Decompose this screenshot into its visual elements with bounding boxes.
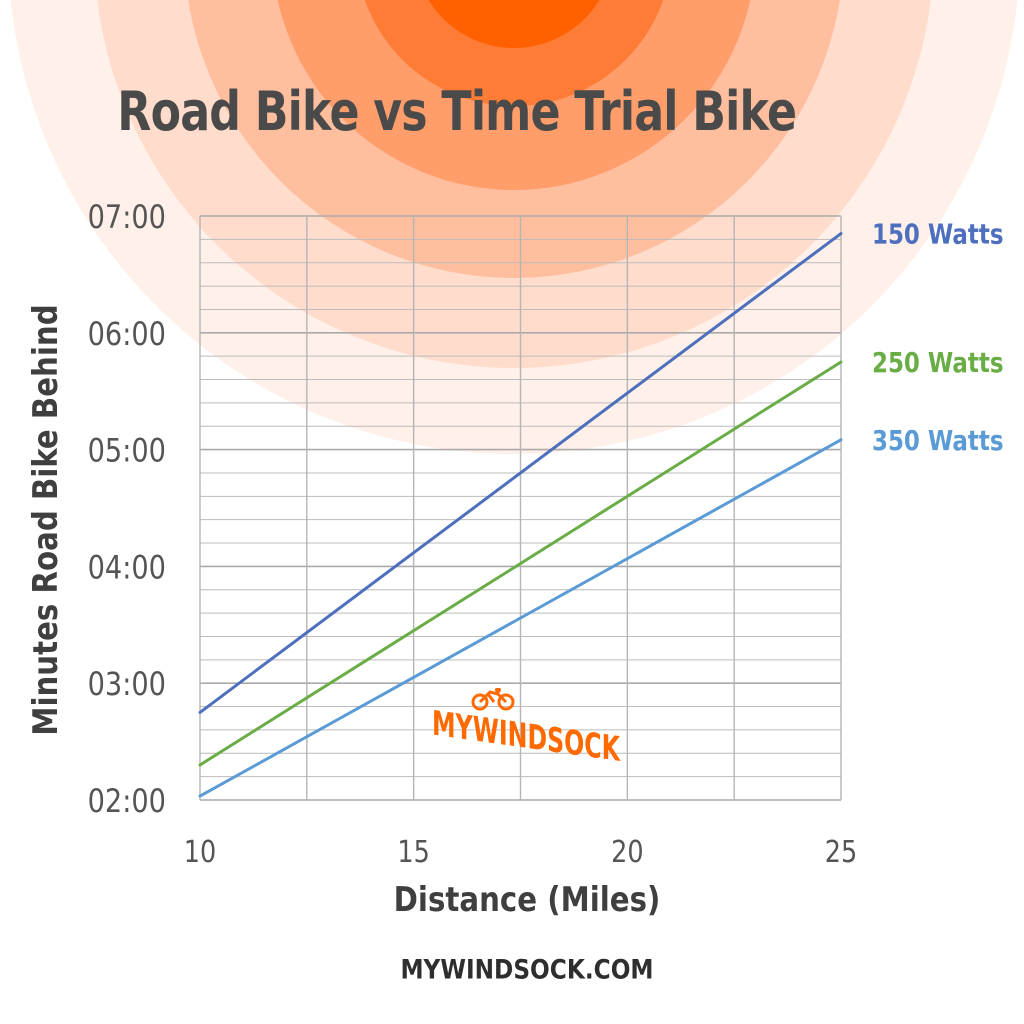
logo-wordmark: MYWINDSOCK — [432, 704, 621, 770]
y-tick-label: 07:00 — [88, 199, 166, 237]
x-tick-label: 20 — [611, 834, 643, 870]
major-gridlines — [199, 215, 842, 801]
footer-url: MYWINDSOCK.COM — [400, 954, 654, 986]
x-axis-label: Distance (Miles) — [393, 880, 661, 920]
series-line — [198, 232, 843, 714]
series-line — [198, 438, 843, 798]
mywindsock-logo: MYWINDSOCK — [432, 688, 621, 770]
y-axis-label: Minutes Road Bike Behind — [26, 304, 66, 736]
background-ring — [428, 0, 600, 48]
y-tick-labels: 02:00 03:00 04:00 05:00 06:00 07:00 — [88, 199, 166, 821]
series-label: 150 Watts — [872, 218, 1003, 251]
y-tick-label: 05:00 — [88, 433, 166, 471]
series-line — [198, 360, 843, 767]
x-tick-label: 25 — [825, 834, 857, 870]
series-labels: 150 Watts 250 Watts 350 Watts — [872, 218, 1003, 457]
y-tick-label: 06:00 — [88, 316, 166, 354]
cyclist-icon — [471, 688, 515, 711]
series-label: 350 Watts — [872, 425, 1003, 458]
x-tick-label: 10 — [184, 834, 216, 870]
chart-title: Road Bike vs Time Trial Bike — [117, 80, 797, 143]
y-tick-label: 03:00 — [88, 666, 166, 704]
y-tick-label: 04:00 — [88, 549, 166, 587]
x-tick-label: 15 — [397, 834, 429, 870]
x-tick-labels: 10 15 20 25 — [184, 834, 857, 870]
series-label: 250 Watts — [872, 347, 1003, 380]
background-ring — [364, 0, 664, 106]
y-tick-label: 02:00 — [88, 783, 166, 821]
series-lines — [198, 232, 843, 798]
